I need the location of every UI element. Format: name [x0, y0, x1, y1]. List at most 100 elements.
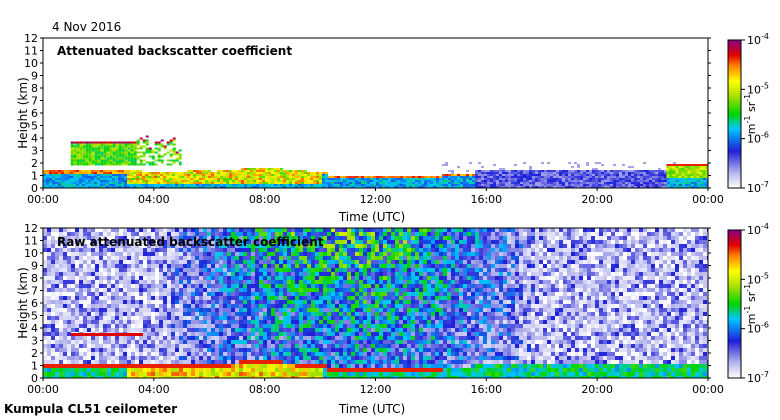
heatmap-cell	[175, 320, 179, 324]
heatmap-cell	[99, 240, 103, 244]
heatmap-cell	[556, 170, 559, 172]
heatmap-cell	[307, 256, 311, 260]
heatmap-cell	[103, 296, 107, 300]
heatmap-cell	[91, 248, 95, 252]
heatmap-cell	[76, 178, 79, 180]
heatmap-cell	[119, 348, 123, 352]
heatmap-cell	[59, 376, 63, 378]
heatmap-cell	[115, 184, 118, 186]
heatmap-cell	[103, 308, 107, 312]
heatmap-cell	[187, 264, 191, 268]
heatmap-cell	[145, 149, 149, 152]
heatmap-cell	[646, 178, 649, 180]
heatmap-cell	[263, 240, 267, 244]
heatmap-cell	[79, 176, 82, 178]
heatmap-cell	[83, 340, 87, 344]
heatmap-cell	[448, 170, 451, 172]
heatmap-cell	[255, 320, 259, 324]
heatmap-cell	[287, 296, 291, 300]
heatmap-cell	[595, 178, 598, 180]
heatmap-cell	[109, 149, 113, 152]
heatmap-cell	[253, 174, 256, 176]
heatmap-cell	[279, 328, 283, 332]
heatmap-cell	[283, 170, 286, 172]
heatmap-cell	[159, 364, 163, 368]
heatmap-cell	[287, 248, 291, 252]
heatmap-cell	[535, 170, 538, 172]
heatmap-cell	[307, 180, 310, 182]
heatmap-cell	[171, 232, 175, 236]
heatmap-cell	[263, 368, 267, 372]
heatmap-cell	[553, 180, 556, 182]
heatmap-cell	[142, 159, 146, 162]
heatmap-cell	[604, 176, 607, 178]
heatmap-cell	[52, 178, 55, 180]
heatmap-cell	[334, 182, 337, 184]
heatmap-cell	[111, 336, 115, 340]
heatmap-cell	[574, 174, 577, 176]
heatmap-cell	[231, 300, 235, 304]
heatmap-cell	[139, 228, 143, 232]
heatmap-cell	[155, 332, 159, 336]
heatmap-cell	[265, 174, 268, 176]
heatmap-cell	[219, 280, 223, 284]
heatmap-cell	[427, 176, 430, 178]
heatmap-cell	[124, 159, 128, 162]
heatmap-cell	[63, 248, 67, 252]
heatmap-cell	[99, 324, 103, 328]
heatmap-cell	[251, 304, 255, 308]
heatmap-cell	[43, 176, 46, 178]
heatmap-cell	[279, 316, 283, 320]
heatmap-cell	[51, 292, 55, 296]
heatmap-cell	[61, 176, 64, 178]
heatmap-cell	[319, 184, 322, 186]
heatmap-cell	[466, 182, 469, 184]
heatmap-cell	[550, 176, 553, 178]
heatmap-cell	[223, 316, 227, 320]
heatmap-cell	[478, 182, 481, 184]
heatmap-cell	[667, 186, 670, 188]
heatmap-cell	[83, 300, 87, 304]
heatmap-cell	[107, 316, 111, 320]
heatmap-cell	[219, 288, 223, 292]
heatmap-cell	[79, 320, 83, 324]
heatmap-cell	[88, 178, 91, 180]
heatmap-cell	[568, 162, 571, 164]
heatmap-cell	[91, 352, 95, 356]
heatmap-cell	[255, 340, 259, 344]
heatmap-cell	[43, 256, 47, 260]
heatmap-cell	[130, 141, 134, 144]
heatmap-cell	[259, 348, 263, 352]
heatmap-cell	[299, 336, 303, 340]
heatmap-cell	[287, 232, 291, 236]
heatmap-cell	[231, 264, 235, 268]
heatmap-cell	[155, 288, 159, 292]
heatmap-cell	[205, 180, 208, 182]
heatmap-cell	[91, 336, 95, 340]
heatmap-cell	[682, 182, 685, 184]
heatmap-cell	[580, 186, 583, 188]
heatmap-cell	[171, 252, 175, 256]
heatmap-cell	[255, 348, 259, 352]
heatmap-cell	[259, 340, 263, 344]
heatmap-cell	[70, 172, 73, 174]
heatmap-cell	[580, 174, 583, 176]
heatmap-cell	[238, 176, 241, 178]
heatmap-cell	[496, 176, 499, 178]
heatmap-cell	[154, 184, 157, 186]
heatmap-cell	[203, 268, 207, 272]
heatmap-cell	[82, 178, 85, 180]
heatmap-cell	[131, 296, 135, 300]
heatmap-cell	[227, 288, 231, 292]
heatmap-cell	[687, 176, 691, 178]
heatmap-cell	[227, 236, 231, 240]
heatmap-cell	[291, 308, 295, 312]
heatmap-cell	[75, 268, 79, 272]
heatmap-cell	[502, 180, 505, 182]
heatmap-cell	[253, 184, 256, 186]
heatmap-cell	[171, 352, 175, 356]
heatmap-cell	[99, 268, 103, 272]
heatmap-cell	[191, 360, 195, 364]
heatmap-cell	[571, 172, 574, 174]
heatmap-cell	[229, 170, 232, 172]
